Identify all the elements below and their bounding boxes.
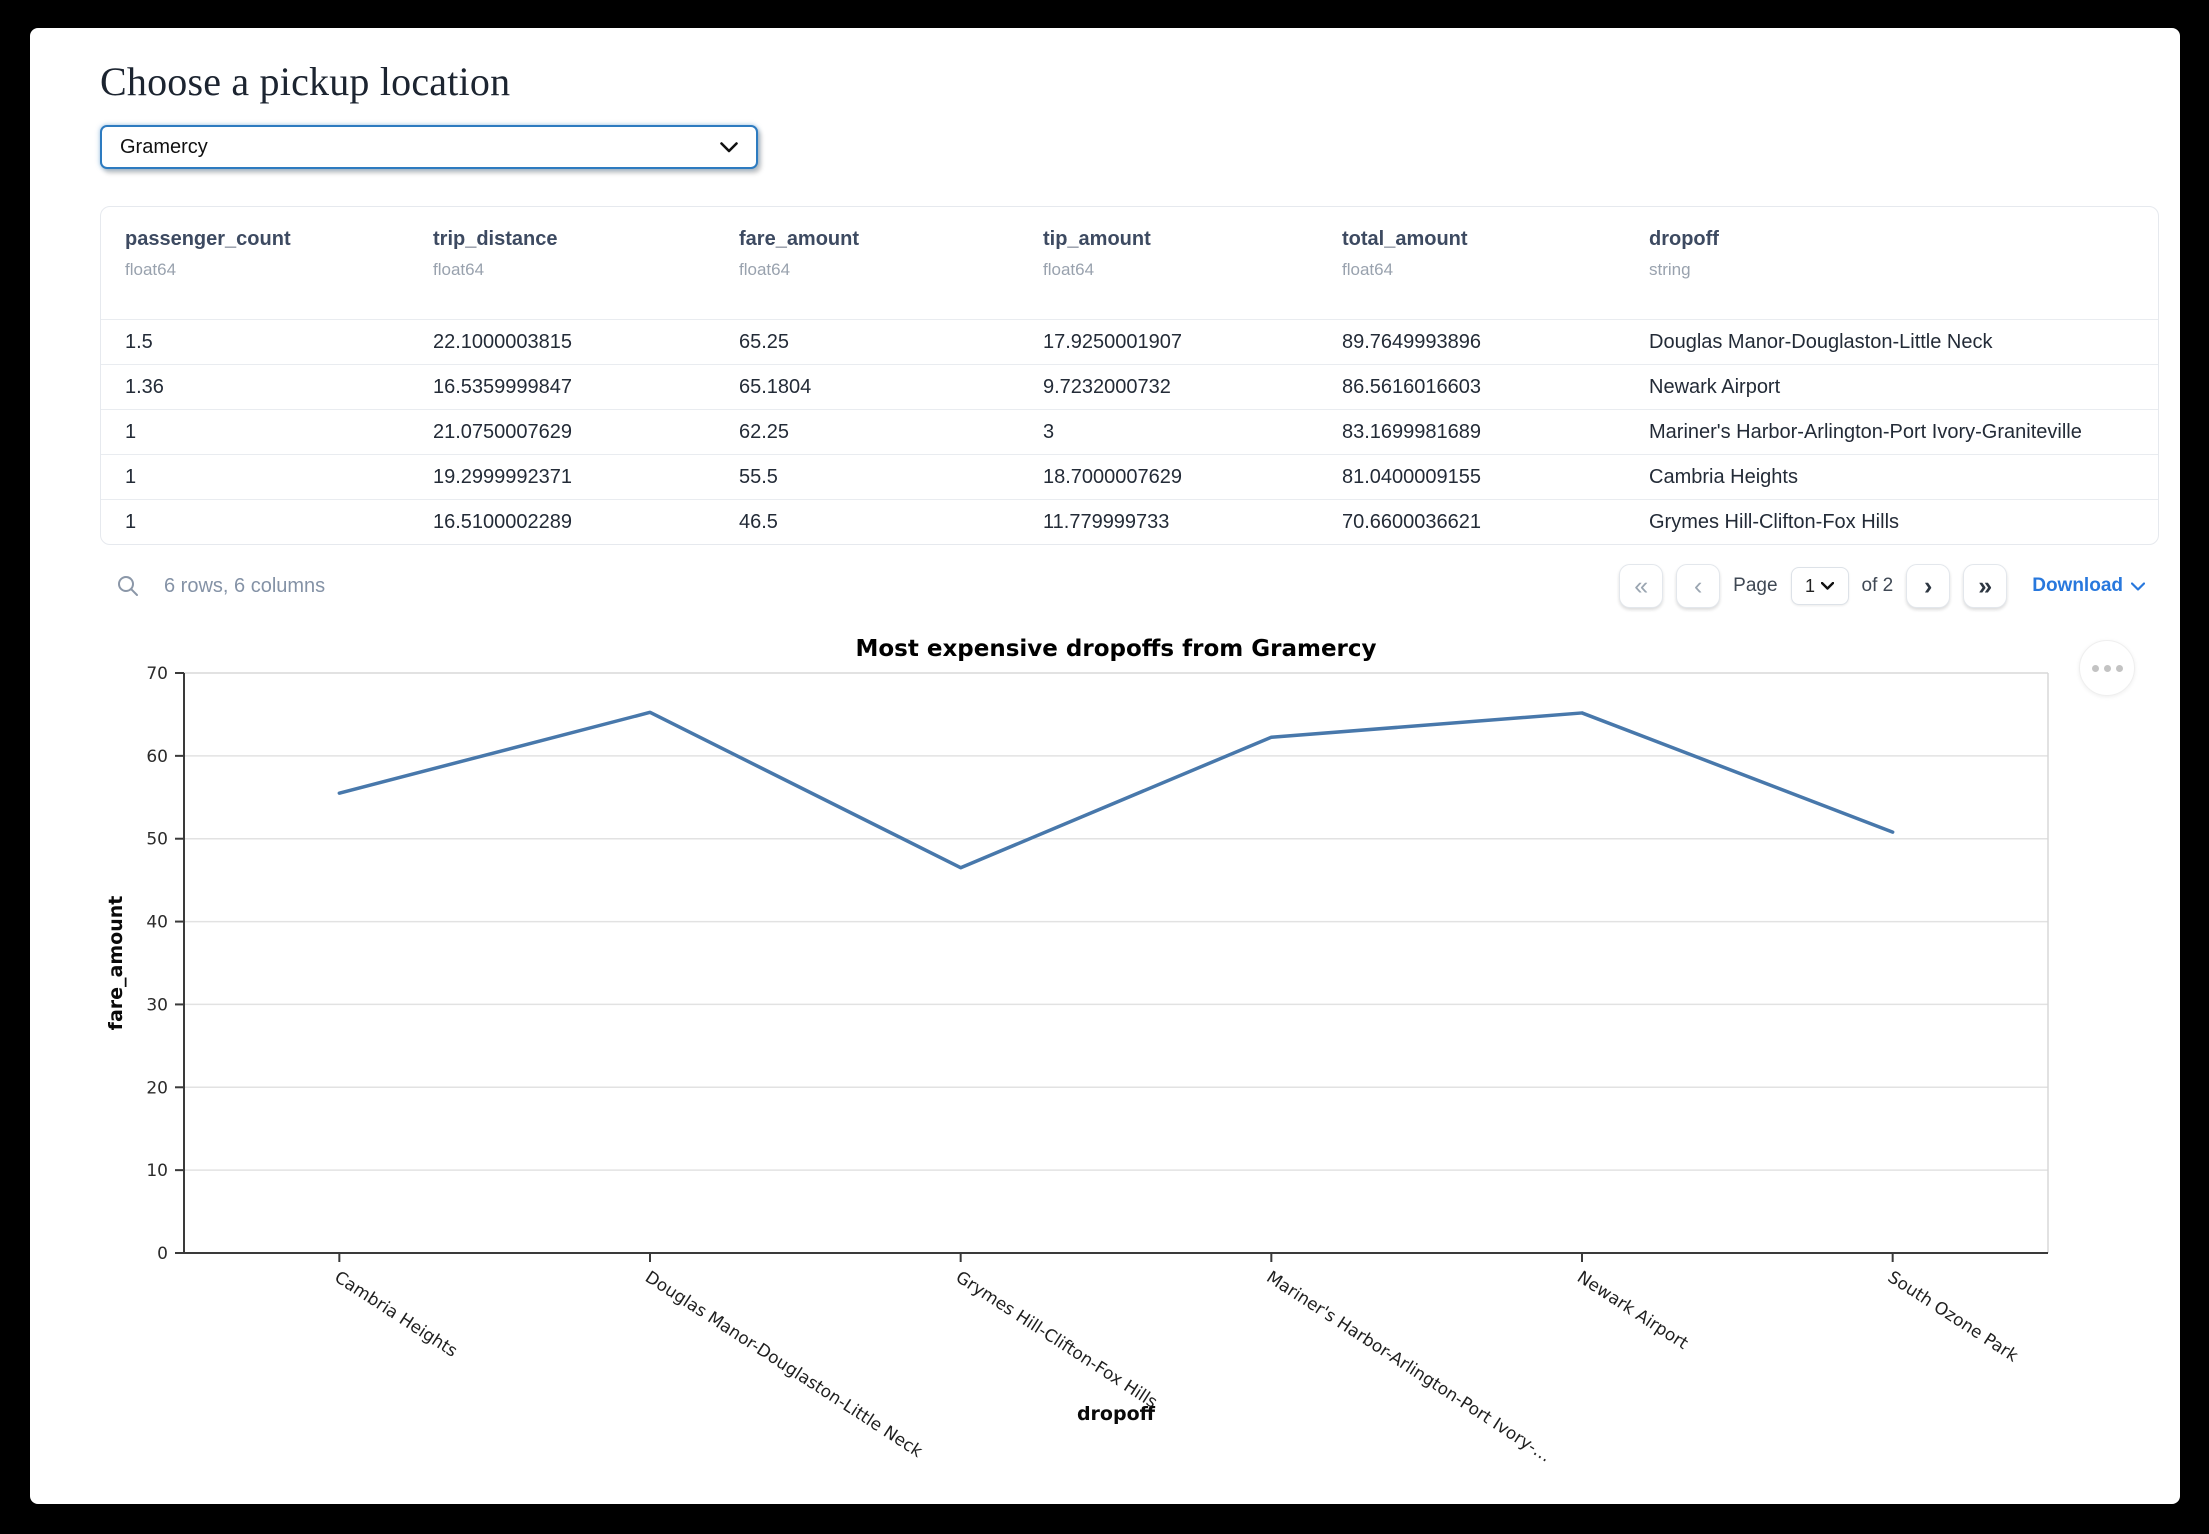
table-cell: 19.2999992371 bbox=[433, 465, 573, 488]
table-cell: 55.5 bbox=[739, 465, 778, 488]
table-cell: 1 bbox=[125, 420, 137, 443]
table-cell: Douglas Manor-Douglaston-Little Neck bbox=[1649, 330, 1993, 353]
table-cell: 65.1804 bbox=[739, 375, 812, 398]
first-page-button[interactable]: « bbox=[1619, 564, 1664, 608]
chevron-down-icon bbox=[720, 141, 738, 152]
fare-line-chart: 0 10 20 30 40 50 60 70 Cambria Heights Douglas Ma… bbox=[105, 664, 2049, 1467]
table-cell: 89.7649993896 bbox=[1342, 330, 1482, 353]
svg-text:50: 50 bbox=[146, 830, 168, 850]
svg-text:0: 0 bbox=[157, 1244, 168, 1264]
table-cell: 18.7000007629 bbox=[1043, 465, 1183, 488]
data-table: passenger_count float64 trip_distance float… bbox=[100, 206, 2159, 545]
table-cell: 11.779999733 bbox=[1043, 510, 1170, 533]
table-cell: 83.1699981689 bbox=[1342, 420, 1482, 443]
table-cell: 9.7232000732 bbox=[1043, 375, 1171, 398]
table-cell: 3 bbox=[1043, 420, 1055, 443]
svg-text:dropoff: dropoff bbox=[1077, 1403, 1156, 1425]
table-cell: Newark Airport bbox=[1649, 375, 1781, 398]
table-cell: 65.25 bbox=[739, 330, 790, 353]
prev-page-button[interactable]: ‹ bbox=[1676, 564, 1721, 608]
table-cell: 70.6600036621 bbox=[1342, 510, 1482, 533]
table-body: 1.5 22.1000003815 65.25 17.9250001907 89.764… bbox=[101, 319, 2158, 544]
table-cell: 46.5 bbox=[739, 510, 778, 533]
table-row: 1.5 22.1000003815 65.25 17.9250001907 89.764… bbox=[101, 319, 2158, 364]
svg-text:10: 10 bbox=[146, 1161, 168, 1181]
table-row: 1.36 16.5359999847 65.1804 9.7232000732 86.5… bbox=[101, 364, 2158, 409]
table-header-row: passenger_count float64 trip_distance float… bbox=[101, 207, 2158, 319]
chart-menu-button[interactable] bbox=[2079, 640, 2135, 696]
svg-text:70: 70 bbox=[146, 664, 168, 684]
row-column-summary: 6 rows, 6 columns bbox=[164, 574, 326, 597]
table-cell: 1.5 bbox=[125, 330, 153, 353]
table-cell: 16.5100002289 bbox=[433, 510, 573, 533]
column-header: total_amount float64 bbox=[1342, 228, 1468, 279]
table-cell: 1 bbox=[125, 510, 137, 533]
table-cell: 21.0750007629 bbox=[433, 420, 573, 443]
table-cell: 17.9250001907 bbox=[1043, 330, 1183, 353]
table-cell: 1.36 bbox=[125, 375, 164, 398]
svg-text:Mariner's Harbor-Arlington-Por: Mariner's Harbor-Arlington-Port Ivory-… bbox=[1263, 1267, 1555, 1466]
app-card: Choose a pickup location Gramercy passen… bbox=[30, 28, 2180, 1504]
svg-text:30: 30 bbox=[146, 995, 168, 1015]
last-page-button[interactable]: » bbox=[1963, 564, 2008, 608]
chart-title: Most expensive dropoffs from Gramercy bbox=[855, 636, 1377, 662]
svg-text:60: 60 bbox=[146, 747, 168, 767]
table-cell: Grymes Hill-Clifton-Fox Hills bbox=[1649, 510, 1900, 533]
search-icon[interactable] bbox=[116, 574, 140, 598]
page-title: Choose a pickup location bbox=[100, 59, 511, 104]
table-row: 1 19.2999992371 55.5 18.7000007629 81.040000… bbox=[101, 454, 2158, 499]
pickup-location-select[interactable]: Gramercy bbox=[100, 125, 758, 169]
table-cell: Mariner's Harbor-Arlington-Port Ivory-Gr… bbox=[1649, 420, 2082, 443]
svg-text:20: 20 bbox=[146, 1078, 168, 1098]
svg-text:fare_amount: fare_amount bbox=[105, 896, 127, 1031]
page-count-label: of 2 bbox=[1861, 575, 1894, 596]
svg-text:Newark Airport: Newark Airport bbox=[1573, 1267, 1691, 1354]
page-number-value: 1 bbox=[1805, 575, 1816, 596]
table-cell: 22.1000003815 bbox=[433, 330, 573, 353]
table-cell: Cambria Heights bbox=[1649, 465, 1798, 488]
svg-text:Cambria Heights: Cambria Heights bbox=[331, 1267, 461, 1361]
chevron-down-icon bbox=[2131, 581, 2145, 591]
page-label: Page bbox=[1733, 575, 1778, 596]
column-header: fare_amount float64 bbox=[739, 228, 860, 279]
column-header: dropoff string bbox=[1649, 228, 1719, 279]
column-header: passenger_count float64 bbox=[125, 228, 291, 279]
table-cell: 1 bbox=[125, 465, 137, 488]
next-page-button[interactable]: › bbox=[1906, 564, 1951, 608]
table-cell: 86.5616016603 bbox=[1342, 375, 1482, 398]
download-label: Download bbox=[2032, 575, 2123, 596]
table-cell: 62.25 bbox=[739, 420, 790, 443]
svg-text:Grymes Hill-Clifton-Fox Hills: Grymes Hill-Clifton-Fox Hills bbox=[952, 1267, 1161, 1412]
table-row: 1 16.5100002289 46.5 11.779999733 70.6600036… bbox=[101, 499, 2158, 544]
table-footer: 6 rows, 6 columns « ‹ Page 1 of 2 › » Do… bbox=[100, 562, 2145, 610]
pickup-location-value: Gramercy bbox=[120, 135, 208, 158]
column-header: trip_distance float64 bbox=[433, 228, 558, 279]
svg-text:40: 40 bbox=[146, 913, 168, 933]
page-number-select[interactable]: 1 bbox=[1790, 567, 1849, 605]
download-button[interactable]: Download bbox=[2032, 575, 2145, 597]
chevron-down-icon bbox=[1821, 582, 1835, 590]
svg-text:Douglas Manor-Douglaston-Littl: Douglas Manor-Douglaston-Little Neck bbox=[641, 1267, 926, 1462]
table-cell: 81.0400009155 bbox=[1342, 465, 1482, 488]
table-cell: 16.5359999847 bbox=[433, 375, 573, 398]
column-header: tip_amount float64 bbox=[1043, 228, 1151, 279]
dots-icon bbox=[2091, 664, 2099, 672]
table-row: 1 21.0750007629 62.25 3 83.1699981689 Mariner… bbox=[101, 409, 2158, 454]
svg-text:South Ozone Park: South Ozone Park bbox=[1884, 1267, 2022, 1366]
